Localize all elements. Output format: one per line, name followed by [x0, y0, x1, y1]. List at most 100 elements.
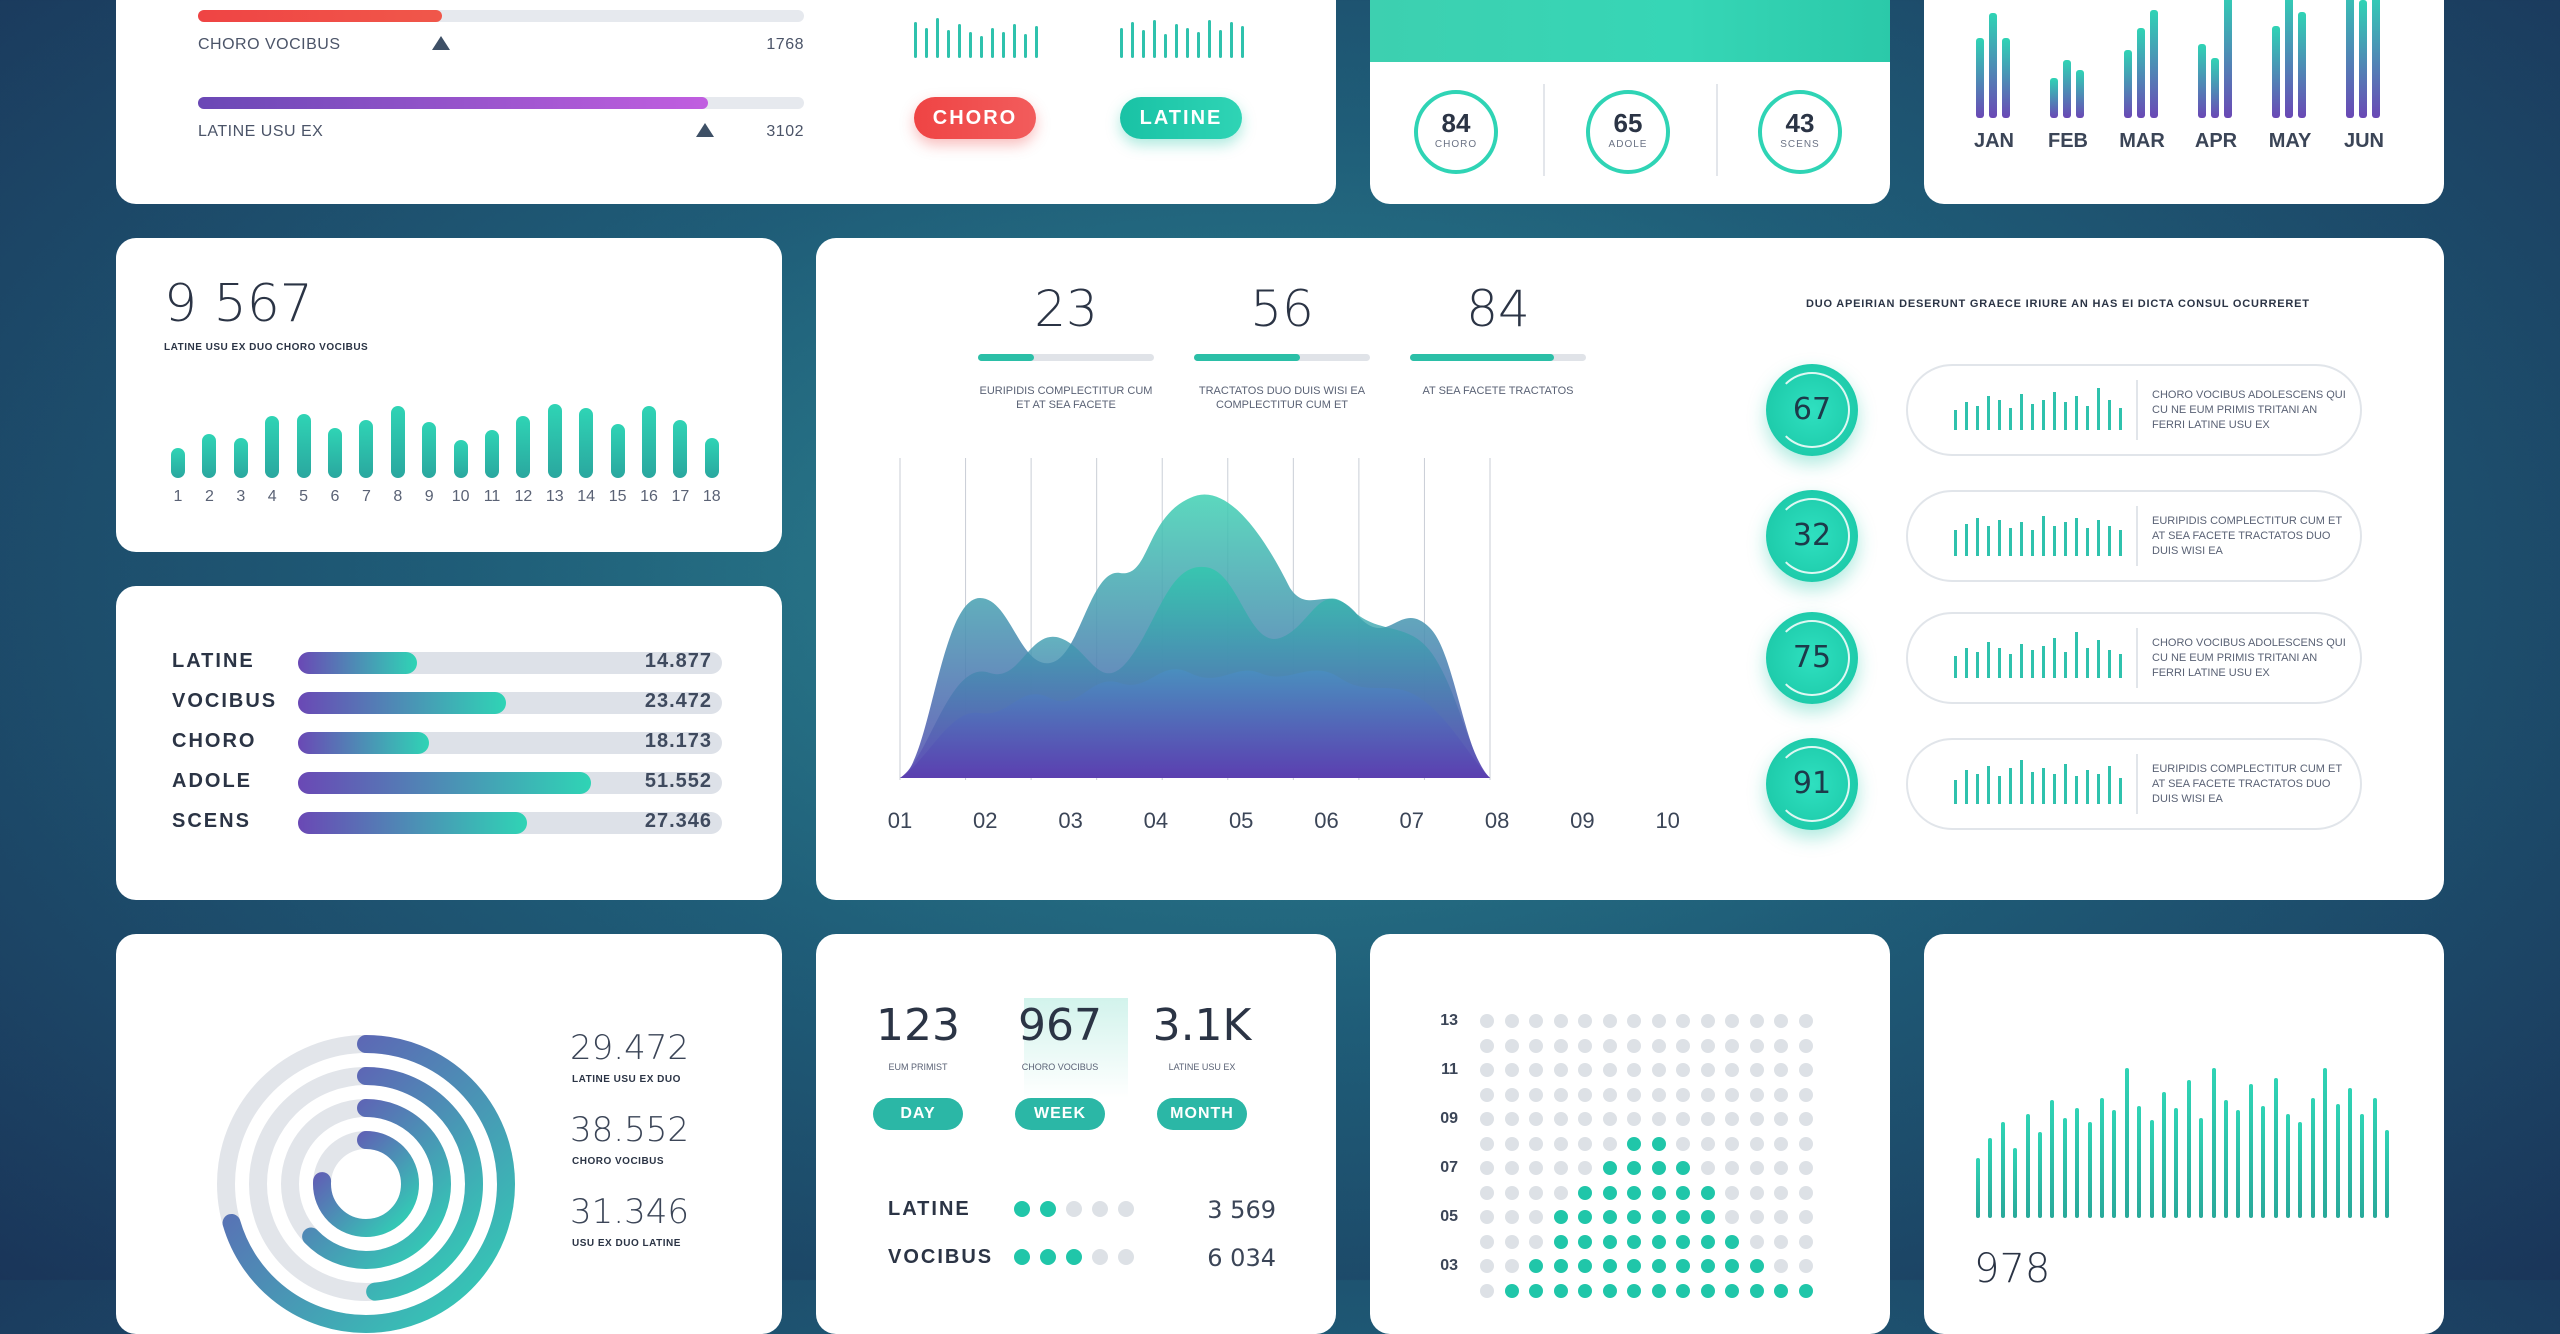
main-chart-card: 23 EURIPIDIS COMPLECTITUR CUM ET AT SEA F… [816, 238, 2444, 900]
choro-button[interactable]: CHORO [914, 97, 1036, 139]
pill-bar [2020, 394, 2023, 430]
pill-bar [1976, 518, 1979, 556]
counter-tick: 14 [577, 488, 596, 505]
pill-divider [2136, 506, 2138, 566]
matrix-dot [1602, 1063, 1617, 1077]
week-highlight [1024, 998, 1128, 1098]
rating-dot [1040, 1201, 1056, 1217]
counter-bar [233, 438, 248, 478]
pill-divider [2136, 628, 2138, 688]
matrix-dot [1602, 1112, 1617, 1126]
tab-month[interactable]: MONTH [1157, 1098, 1247, 1130]
mini-bar [1219, 30, 1222, 58]
tab-day[interactable]: DAY [873, 1098, 963, 1130]
matrix-dot [1553, 1112, 1568, 1126]
dot-grid [1480, 1014, 1840, 1314]
matrix-dot [1651, 1063, 1666, 1077]
matrix-dot [1480, 1161, 1494, 1175]
mini-bar [1131, 22, 1134, 58]
bottom-bars-card: 978 [1924, 934, 2444, 1334]
matrix-dot [1749, 1283, 1764, 1298]
hbar-name: CHORO [172, 730, 257, 752]
counter-bar [485, 430, 499, 478]
counter-bar [642, 406, 656, 478]
matrix-dot [1651, 1234, 1666, 1249]
matrix-dot [1529, 1185, 1543, 1200]
period-label: EUM PRIMIST [888, 1062, 948, 1072]
pill-text: CHORO VOCIBUS ADOLESCENS QUI CU NE EUM P… [2152, 637, 2346, 679]
x-tick: 05 [1228, 808, 1254, 833]
tab-week[interactable]: WEEK [1015, 1098, 1105, 1130]
rating-dot [1014, 1201, 1030, 1217]
rating-dot [1014, 1249, 1030, 1265]
month-bar [2285, 0, 2293, 118]
hbar-name: SCENS [172, 810, 251, 832]
dot-y-label: 11 [1441, 1061, 1458, 1078]
detail-pill: EURIPIDIS COMPLECTITUR CUM ET AT SEA FAC… [1906, 490, 2362, 582]
matrix-dot [1798, 1136, 1813, 1151]
pill-bar [1976, 406, 1979, 430]
pill-bar [1965, 524, 1968, 556]
counter-bar [422, 422, 437, 478]
bottom-bar [2162, 1092, 2166, 1218]
mini-bar [958, 24, 961, 58]
matrix-dot [1700, 1259, 1715, 1273]
matrix-dot [1725, 1087, 1739, 1102]
pill-bar [2053, 392, 2056, 430]
x-tick: 04 [1143, 808, 1169, 833]
matrix-dot [1676, 1259, 1690, 1273]
bottom-bar [2310, 1098, 2315, 1218]
latine-button[interactable]: LATINE [1120, 97, 1242, 139]
matrix-dot [1602, 1161, 1617, 1175]
horizontal-bars: LATINE 14.877 VOCIBUS 23.472 CHORO 18.173 ADOL… [116, 586, 782, 900]
pill-bar [2031, 772, 2034, 804]
matrix-dot [1529, 1038, 1543, 1053]
month-bar [2359, 0, 2367, 118]
score-ring [1774, 620, 1850, 696]
matrix-dot [1798, 1038, 1813, 1053]
matrix-dot [1553, 1136, 1568, 1151]
counter-bar [328, 428, 342, 478]
pill-bar [2108, 766, 2111, 804]
kpi-fill [1410, 354, 1554, 361]
matrix-dot [1627, 1161, 1641, 1175]
mini-bar [991, 28, 994, 58]
pill-bar [1976, 652, 1979, 678]
bottom-bar [2087, 1122, 2092, 1218]
counter-bar [265, 416, 280, 478]
matrix-dot [1651, 1087, 1666, 1102]
matrix-dot [1676, 1161, 1690, 1175]
counter-tick: 15 [608, 488, 627, 505]
hbar-value: 18.173 [644, 730, 712, 752]
matrix-dot [1504, 1136, 1519, 1151]
x-tick: 09 [1570, 808, 1595, 833]
bottom-bar [2013, 1148, 2018, 1218]
matrix-dot [1676, 1112, 1690, 1126]
progress-marker-1 [432, 36, 450, 50]
pill-bar [2064, 402, 2067, 430]
matrix-dot [1480, 1014, 1494, 1028]
score-ring [1774, 498, 1850, 574]
pill-bar [2031, 404, 2034, 430]
matrix-dot [1798, 1014, 1813, 1028]
bottom-bar [2248, 1084, 2253, 1218]
donut-arc-3 [281, 1099, 451, 1269]
counter-bar [579, 408, 594, 478]
x-tick: 03 [1058, 808, 1083, 833]
score-circle: 67 [1766, 364, 1858, 456]
matrix-dot [1480, 1112, 1494, 1126]
mini-bars-latine [1120, 16, 1250, 58]
period-row-name: LATINE [888, 1198, 971, 1220]
period-label: LATINE USU EX [1168, 1062, 1236, 1072]
month-jan: JAN [1973, 130, 2014, 152]
matrix-dot [1651, 1038, 1666, 1053]
month-bar [1989, 13, 1997, 118]
mini-bar [1120, 28, 1123, 58]
pill-text: CHORO VOCIBUS ADOLESCENS QUI CU NE EUM P… [2152, 389, 2346, 431]
pill-bar [2053, 526, 2056, 556]
mini-bar [1142, 30, 1145, 58]
matrix-dot [1578, 1087, 1592, 1102]
pill-bar [1954, 656, 1957, 678]
matrix-dot [1774, 1234, 1788, 1249]
monthly-bars-card: JAN FEB MAR APR MAY JUN [1924, 0, 2444, 204]
